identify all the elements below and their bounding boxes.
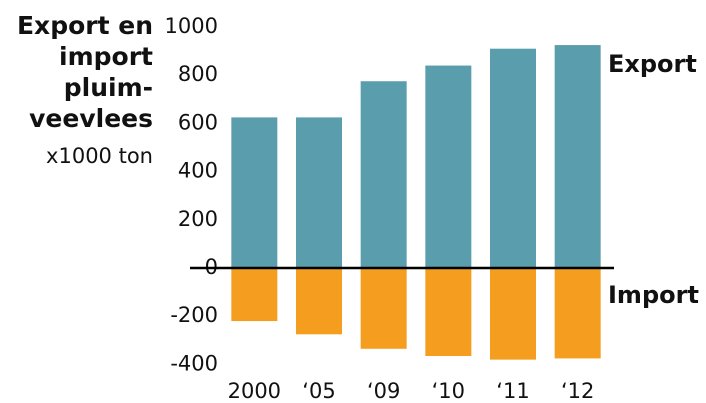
x-tick-label: ‘11 [496, 379, 529, 403]
series-label: Import [608, 281, 699, 309]
y-tick-label: 200 [178, 207, 218, 231]
bar [360, 268, 407, 349]
x-tick-label: ‘12 [561, 379, 594, 403]
y-tick-label: 600 [178, 110, 218, 134]
x-tick-label: ‘05 [302, 379, 335, 403]
y-tick-label: 400 [178, 159, 218, 183]
y-tick-label: -200 [170, 303, 218, 327]
bar [425, 268, 472, 357]
bar [554, 45, 601, 269]
bar [554, 268, 601, 359]
x-tick-label: ‘10 [432, 379, 465, 403]
bar [490, 48, 536, 269]
bar [360, 81, 407, 269]
y-tick-label: -400 [170, 351, 218, 375]
chart-title: Export en [17, 11, 153, 40]
y-tick-label: 800 [178, 62, 218, 86]
y-tick-label: 1000 [165, 14, 218, 38]
chart-title: pluim- [64, 73, 153, 102]
x-tick-label: 2000 [228, 379, 281, 403]
x-tick-label: ‘09 [367, 379, 400, 403]
bar [296, 117, 342, 269]
bar [296, 268, 342, 335]
bar [231, 117, 278, 269]
bar [425, 65, 472, 269]
series-label: Export [608, 50, 697, 78]
chart-title: import [59, 42, 153, 71]
bar [490, 268, 536, 360]
chart-subtitle: x1000 ton [46, 144, 153, 168]
bar [231, 268, 278, 322]
chart-title: veevlees [29, 104, 153, 133]
